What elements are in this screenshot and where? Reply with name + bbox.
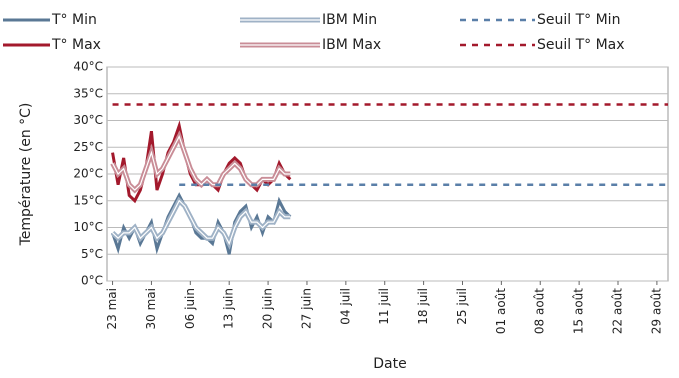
legend-label: IBM Min <box>322 12 377 28</box>
y-tick-label: 25°C <box>73 140 103 154</box>
y-tick-label: 30°C <box>73 113 103 127</box>
x-tick-label: 15 août <box>572 288 586 334</box>
y-tick-label: 5°C <box>81 247 103 261</box>
line-highlight <box>112 135 291 191</box>
x-tick-label: 01 août <box>494 288 508 334</box>
x-tick-label: 29 août <box>649 288 663 334</box>
x-tick-label: 06 juin <box>183 288 197 329</box>
x-tick-label: 11 juil <box>377 288 391 325</box>
x-axis-label: Date <box>373 356 406 372</box>
x-tick-label: 04 juil <box>338 288 352 325</box>
y-tick-label: 0°C <box>81 274 103 288</box>
legend: T° Min T° Max IBM Min IBM Max Seuil T° Min Se… <box>3 12 625 53</box>
x-tick-label: 23 mai <box>105 288 119 329</box>
legend-label: IBM Max <box>322 37 381 53</box>
legend-label: T° Max <box>51 37 101 53</box>
line-highlight <box>112 199 291 246</box>
x-tick-label: 25 juil <box>455 288 469 325</box>
legend-label: Seuil T° Min <box>537 12 620 28</box>
x-tick-label: 27 juin <box>299 288 313 329</box>
legend-label: T° Min <box>51 12 97 28</box>
x-tick-label: 22 août <box>611 288 625 334</box>
y-tick-label: 10°C <box>73 220 103 234</box>
y-tick-label: 15°C <box>73 193 103 207</box>
legend-label: Seuil T° Max <box>537 37 625 53</box>
x-tick-label: 08 août <box>533 288 547 334</box>
y-tick-label: 40°C <box>73 60 103 74</box>
y-tick-label: 20°C <box>73 167 103 181</box>
y-axis-label: Température (en °C) <box>18 103 34 247</box>
x-tick-label: 18 juil <box>416 288 430 325</box>
y-tick-label: 35°C <box>73 86 103 100</box>
x-tick-label: 13 juin <box>222 288 236 329</box>
x-tick-label: 20 juin <box>261 288 275 329</box>
x-tick-label: 30 mai <box>144 288 158 329</box>
